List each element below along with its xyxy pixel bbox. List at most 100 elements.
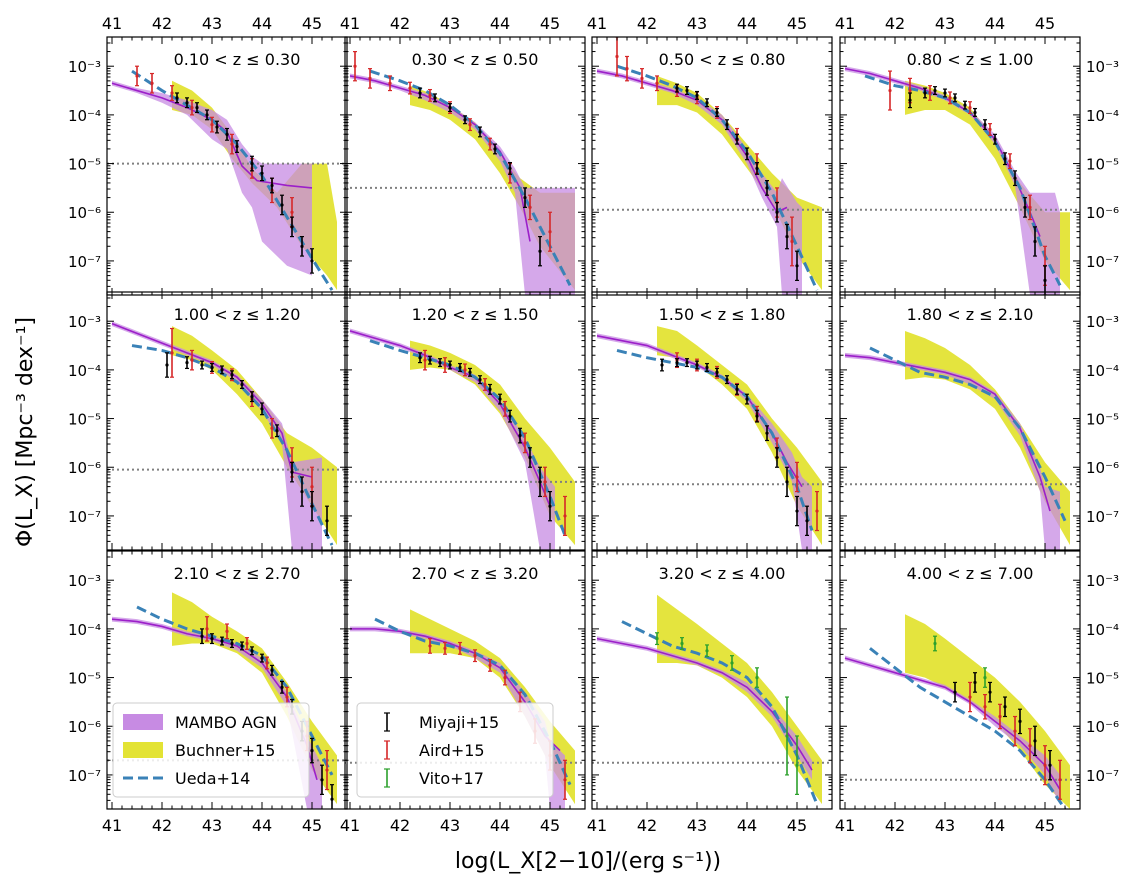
miyaji-point — [1033, 725, 1037, 757]
miyaji-point — [210, 633, 214, 645]
miyaji-marker — [498, 397, 502, 401]
x-tick-label: 41 — [340, 816, 360, 835]
x-tick-label: 42 — [152, 816, 172, 835]
miyaji-marker — [715, 370, 719, 374]
aird-marker — [523, 441, 527, 445]
vito-point — [755, 667, 759, 688]
mambo-line — [596, 70, 788, 214]
panel-6: 1.20 < z ≤ 1.50 — [344, 291, 586, 551]
panel-5: 10⁻³ 10⁻⁴ 10⁻⁵ 10⁻⁶ 10⁻⁷ 1.00 < z ≤ 1.20 — [68, 291, 348, 551]
x-tick-label: 45 — [302, 816, 322, 835]
miyaji-marker — [195, 105, 199, 110]
miyaji-marker — [953, 690, 957, 694]
miyaji-point — [538, 466, 542, 498]
aird-point — [543, 466, 547, 498]
miyaji-point — [195, 102, 199, 114]
miyaji-point — [215, 120, 219, 134]
miyaji-point — [260, 402, 264, 416]
x-tick-label: 45 — [302, 14, 322, 33]
miyaji-marker — [290, 225, 294, 229]
miyaji-point — [250, 391, 254, 403]
miyaji-point — [660, 358, 664, 372]
panel-plot-area — [592, 594, 832, 805]
miyaji-point — [200, 360, 204, 370]
ueda-curve — [621, 620, 819, 805]
y-tick-label: 10⁻⁶ — [68, 204, 101, 222]
panel-redshift-label: 0.10 < z ≤ 0.30 — [174, 50, 301, 69]
aird-marker — [353, 64, 357, 68]
buchner-band — [657, 75, 822, 291]
x-tick-label: 42 — [637, 14, 657, 33]
x-tick-label: 42 — [390, 816, 410, 835]
miyaji-marker — [705, 365, 709, 370]
x-tick-label: 41 — [587, 816, 607, 835]
aird-point — [655, 75, 659, 92]
buchner-band — [410, 85, 575, 291]
miyaji-marker — [320, 778, 324, 782]
x-tick-label: 43 — [687, 14, 707, 33]
miyaji-marker — [165, 363, 169, 367]
miyaji-point — [418, 87, 422, 99]
aird-point — [428, 638, 432, 654]
panel-2: 41 42 43 44 450.30 < z ≤ 0.50 — [340, 14, 586, 296]
miyaji-point — [270, 664, 274, 676]
y-axis-label: Φ(L_X) [Mpc⁻³ dex⁻¹] — [13, 317, 38, 547]
x-tick-label: 44 — [490, 14, 510, 33]
miyaji-marker — [785, 234, 789, 239]
miyaji-marker — [325, 519, 329, 523]
aird-point — [528, 194, 532, 221]
miyaji-point — [943, 88, 947, 98]
aird-marker — [468, 123, 472, 127]
aird-point — [795, 461, 799, 493]
miyaji-point — [675, 358, 679, 368]
ueda-curve — [369, 69, 572, 286]
x-tick-label: 45 — [540, 816, 560, 835]
aird-point — [998, 703, 1002, 730]
aird-marker — [245, 641, 249, 646]
aird-point — [1013, 715, 1017, 747]
miyaji-point — [433, 93, 437, 103]
aird-point — [548, 211, 552, 252]
miyaji-point — [478, 375, 482, 385]
miyaji-marker — [418, 356, 422, 360]
miyaji-point — [963, 100, 967, 110]
aird-marker — [968, 105, 972, 110]
miyaji-point — [508, 161, 512, 175]
aird-point — [135, 65, 139, 87]
vito-point — [933, 635, 937, 652]
aird-marker — [290, 210, 294, 214]
miyaji-point — [250, 646, 254, 656]
aird-marker — [443, 646, 447, 650]
aird-marker — [428, 93, 432, 98]
aird-marker — [795, 475, 799, 479]
vito-point — [705, 644, 709, 658]
aird-marker — [210, 123, 214, 127]
vito-point — [680, 637, 684, 650]
aird-point — [1028, 728, 1032, 764]
miyaji-point — [715, 367, 719, 377]
aird-marker — [1043, 763, 1047, 767]
panel-redshift-label: 1.00 < z ≤ 1.20 — [174, 305, 301, 324]
miyaji-point — [230, 638, 234, 648]
miyaji-point — [953, 93, 957, 103]
aird-marker — [170, 91, 174, 95]
miyaji-point — [695, 360, 699, 370]
panel-redshift-label: 1.50 < z ≤ 1.80 — [659, 305, 786, 324]
miyaji-marker — [250, 395, 254, 399]
aird-point — [1028, 194, 1032, 221]
miyaji-marker — [240, 644, 244, 648]
y-tick-label: 10⁻⁷ — [68, 508, 101, 526]
aird-marker — [265, 661, 269, 665]
aird-point — [563, 759, 567, 800]
miyaji-marker — [973, 110, 977, 115]
miyaji-point — [463, 115, 467, 125]
aird-marker — [230, 142, 234, 146]
aird-point — [428, 88, 432, 102]
miyaji-marker — [428, 358, 432, 362]
miyaji-marker — [695, 93, 699, 98]
y-tick-label: 10⁻⁶ — [1086, 204, 1119, 222]
miyaji-point — [795, 250, 799, 281]
x-tick-label: 44 — [252, 816, 272, 835]
aird-marker — [190, 105, 194, 110]
miyaji-point — [185, 97, 189, 109]
